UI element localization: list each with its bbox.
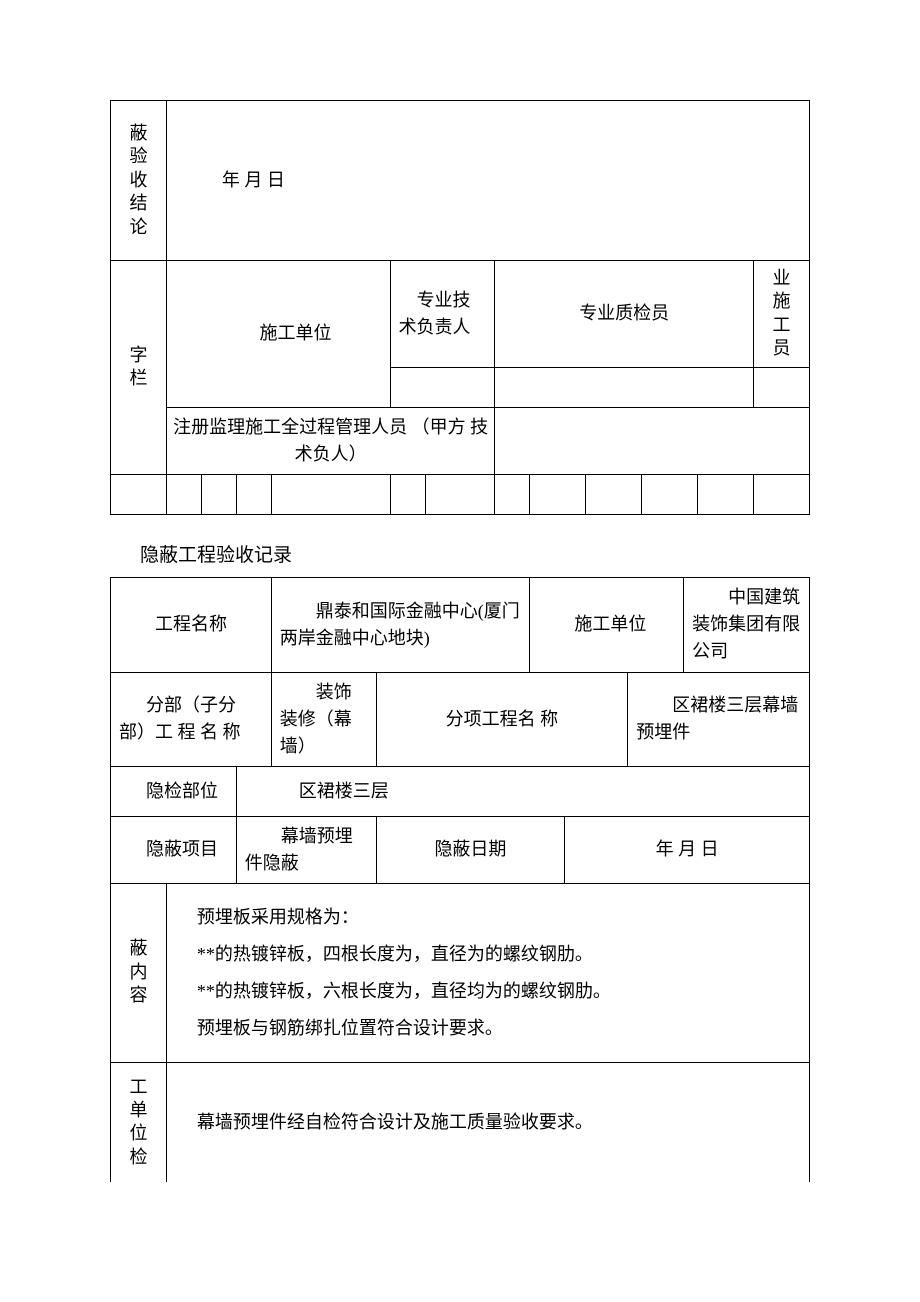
tech-lead-text: 专业技术负责人 — [399, 290, 471, 337]
content-p1: 预埋板采用规格为： — [197, 904, 799, 931]
project-name-value: 鼎泰和国际金融中心(厦门两岸金融中心地块) — [271, 577, 530, 672]
conclusion-date-text: 年 月 日 — [222, 170, 285, 190]
subsection-label: 分部（子分部）工 程 名 称 — [111, 672, 272, 766]
subitem-label: 分项工程名 称 — [376, 672, 628, 766]
content-p3: **的热镀锌板，六根长度为，直径均为的螺纹钢肋。 — [197, 978, 799, 1005]
record-title: 隐蔽工程验收记录 — [140, 540, 810, 567]
worker-label: 业施工员 — [753, 261, 809, 368]
bottom-c6 — [390, 474, 425, 514]
supervisor-text: 注册监理施工全过程管理人员 （甲方 技术负人） — [173, 417, 488, 464]
hidden-item-value-text: 幕墙预埋件隐蔽 — [245, 826, 353, 873]
bottom-c2 — [166, 474, 201, 514]
subsection-value-text: 装饰装修（幕墙） — [280, 682, 352, 756]
unit-check-label: 工单位检 — [111, 1062, 167, 1182]
bottom-c5 — [271, 474, 390, 514]
sig-spacer-1 — [166, 261, 201, 408]
signature-label-text: 字栏 — [119, 344, 158, 391]
worker-text: 业施工员 — [762, 267, 801, 361]
subsection-value: 装饰装修（幕墙） — [271, 672, 376, 766]
construction-unit-label2: 施工单位 — [530, 577, 684, 672]
conclusion-date: 年 月 日 — [166, 101, 809, 261]
construction-unit-label: 施工单位 — [201, 261, 390, 408]
construction-unit-label2-text: 施工单位 — [574, 614, 646, 634]
bottom-c12 — [698, 474, 754, 514]
hidden-date-value: 年 月 日 — [565, 816, 810, 883]
content-p4: 预埋板与钢筋绑扎位置符合设计要求。 — [197, 1015, 799, 1042]
check-position-label-text: 隐检部位 — [146, 781, 218, 801]
supervisor-blank — [495, 407, 810, 474]
content-value: 预埋板采用规格为： **的热镀锌板，四根长度为，直径为的螺纹钢肋。 **的热镀锌… — [166, 883, 809, 1062]
hidden-date-label-text: 隐蔽日期 — [434, 839, 506, 859]
tech-lead-label: 专业技术负责人 — [390, 261, 495, 368]
bottom-c10 — [586, 474, 642, 514]
bottom-c1 — [111, 474, 167, 514]
bottom-c3 — [201, 474, 236, 514]
hidden-item-label-text: 隐蔽项目 — [146, 839, 218, 859]
bottom-c11 — [642, 474, 698, 514]
check-position-value-text: 区裙楼三层 — [299, 781, 389, 801]
content-label-text: 蔽内容 — [119, 937, 158, 1007]
sig-cell-a — [390, 367, 495, 407]
construction-unit-value: 中国建筑装饰集团有限公司 — [684, 577, 810, 672]
content-p2: **的热镀锌板，四根长度为，直径为的螺纹钢肋。 — [197, 941, 799, 968]
main-record-table: 工程名称 鼎泰和国际金融中心(厦门两岸金融中心地块) 施工单位 中国建筑装饰集团… — [110, 577, 810, 1183]
qc-label: 专业质检员 — [495, 261, 754, 368]
conclusion-label-text: 蔽验收结论 — [119, 122, 158, 239]
bottom-c4 — [236, 474, 271, 514]
subsection-label-text: 分部（子分部）工 程 名 称 — [119, 695, 241, 742]
top-table: 蔽验收结论 年 月 日 字栏 施工单位 专业技术负责人 专业质检员 业施工员 注… — [110, 100, 810, 515]
subitem-value: 区裙楼三层幕墙预埋件 — [628, 672, 810, 766]
unit-check-value-text: 幕墙预埋件经自检符合设计及施工质量验收要求。 — [197, 1112, 593, 1132]
check-position-value: 区裙楼三层 — [236, 766, 809, 816]
bottom-c7 — [425, 474, 495, 514]
conclusion-label: 蔽验收结论 — [111, 101, 167, 261]
bottom-c8 — [495, 474, 530, 514]
signature-label: 字栏 — [111, 261, 167, 475]
subitem-label-text: 分项工程名 称 — [446, 709, 559, 729]
construction-unit-value-text: 中国建筑装饰集团有限公司 — [692, 587, 800, 661]
unit-check-value: 幕墙预埋件经自检符合设计及施工质量验收要求。 — [166, 1062, 809, 1182]
hidden-item-value: 幕墙预埋件隐蔽 — [236, 816, 376, 883]
unit-check-label-text: 工单位检 — [119, 1076, 158, 1170]
project-name-value-text: 鼎泰和国际金融中心(厦门两岸金融中心地块) — [280, 601, 520, 648]
sig-cell-b — [495, 367, 754, 407]
construction-unit-text: 施工单位 — [259, 323, 331, 343]
subitem-value-text: 区裙楼三层幕墙预埋件 — [636, 695, 798, 742]
project-name-label-text: 工程名称 — [155, 614, 227, 634]
check-position-label: 隐检部位 — [111, 766, 237, 816]
hidden-date-label: 隐蔽日期 — [376, 816, 565, 883]
hidden-date-value-text: 年 月 日 — [656, 839, 719, 859]
bottom-c9 — [530, 474, 586, 514]
sig-cell-c — [753, 367, 809, 407]
bottom-c13 — [753, 474, 809, 514]
supervisor-label: 注册监理施工全过程管理人员 （甲方 技术负人） — [166, 407, 495, 474]
qc-text: 专业质检员 — [579, 303, 669, 323]
project-name-label: 工程名称 — [111, 577, 272, 672]
content-label: 蔽内容 — [111, 883, 167, 1062]
hidden-item-label: 隐蔽项目 — [111, 816, 237, 883]
